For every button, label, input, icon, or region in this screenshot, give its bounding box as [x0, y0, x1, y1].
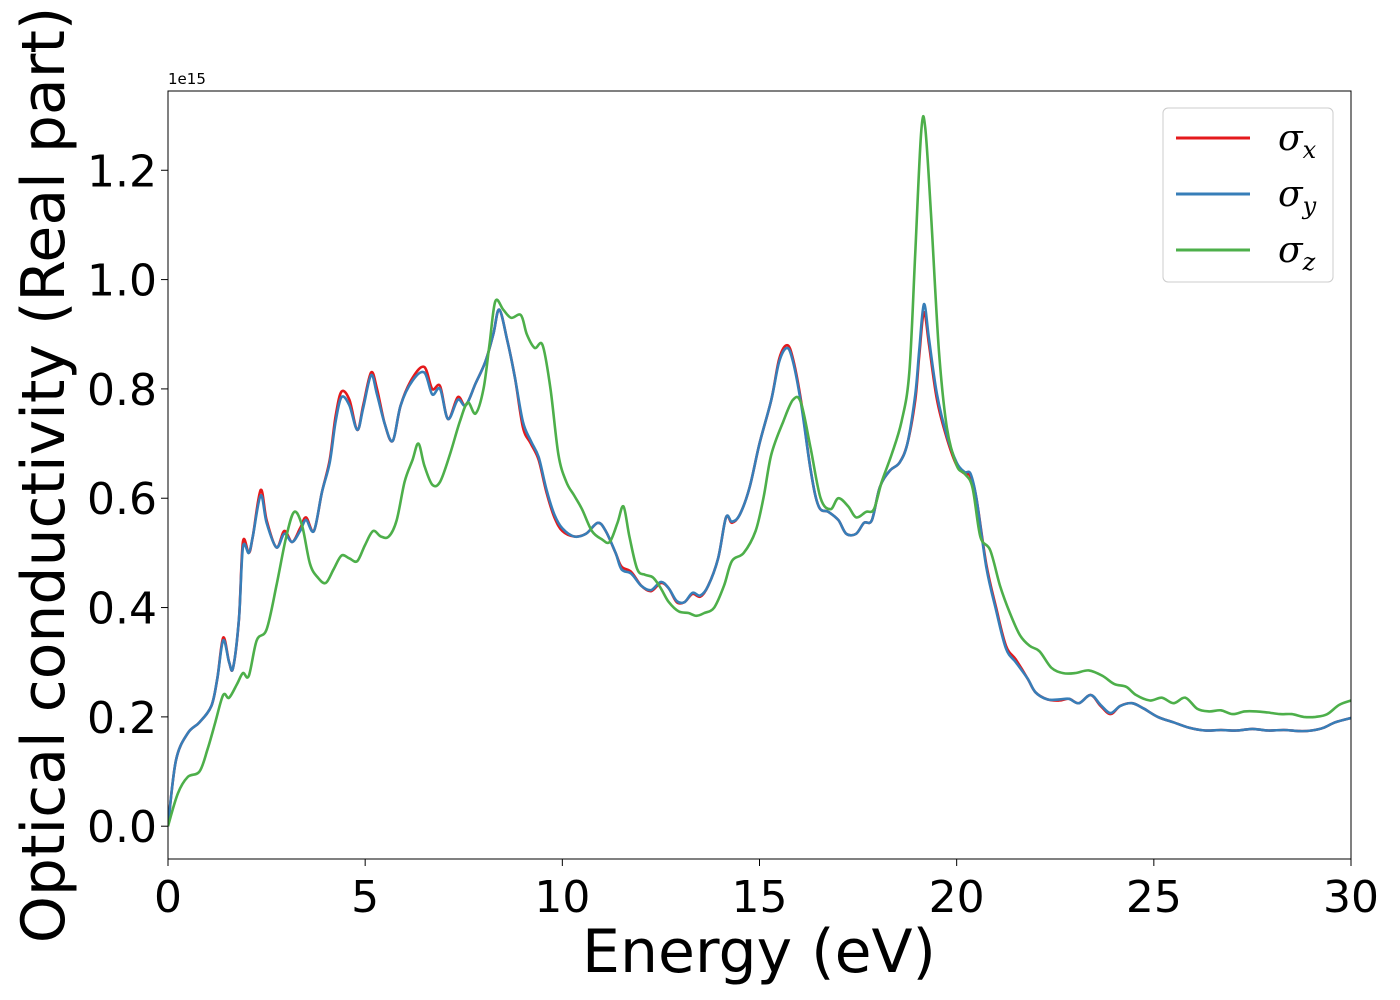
x-tick-label: 5 [351, 872, 379, 923]
x-tick-label: 25 [1126, 872, 1182, 923]
y-tick-label: 0.2 [87, 693, 157, 744]
x-axis-label: Energy (eV) [582, 917, 936, 987]
legend: σx σy σz [1162, 107, 1334, 283]
plot-area [168, 91, 1351, 859]
x-tick-label: 0 [154, 872, 182, 923]
x-axis-ticks: 0 5 10 15 20 25 30 [154, 859, 1379, 923]
series-line-z [168, 114, 1351, 827]
y-axis-ticks: 0.0 0.2 0.4 0.6 0.8 1.0 1.2 [87, 146, 168, 853]
series-layer [168, 114, 1351, 827]
x-tick-label: 10 [534, 872, 590, 923]
series-line-y [168, 302, 1351, 827]
x-tick-label: 30 [1323, 872, 1379, 923]
y-offset-label: 1e15 [168, 70, 206, 88]
y-tick-label: 0.6 [87, 474, 157, 525]
y-tick-label: 0.8 [87, 365, 157, 416]
legend-label-z: σz [1278, 230, 1316, 276]
y-axis-label: Optical conductivity (Real part) [9, 7, 79, 944]
y-tick-label: 0.4 [87, 584, 157, 635]
x-tick-label: 20 [929, 872, 985, 923]
legend-label-y: σy [1278, 174, 1317, 220]
y-tick-label: 1.2 [87, 146, 157, 197]
legend-label-x: σx [1278, 118, 1317, 164]
y-tick-label: 0.0 [87, 802, 157, 853]
x-tick-label: 15 [732, 872, 788, 923]
y-tick-label: 1.0 [87, 256, 157, 307]
